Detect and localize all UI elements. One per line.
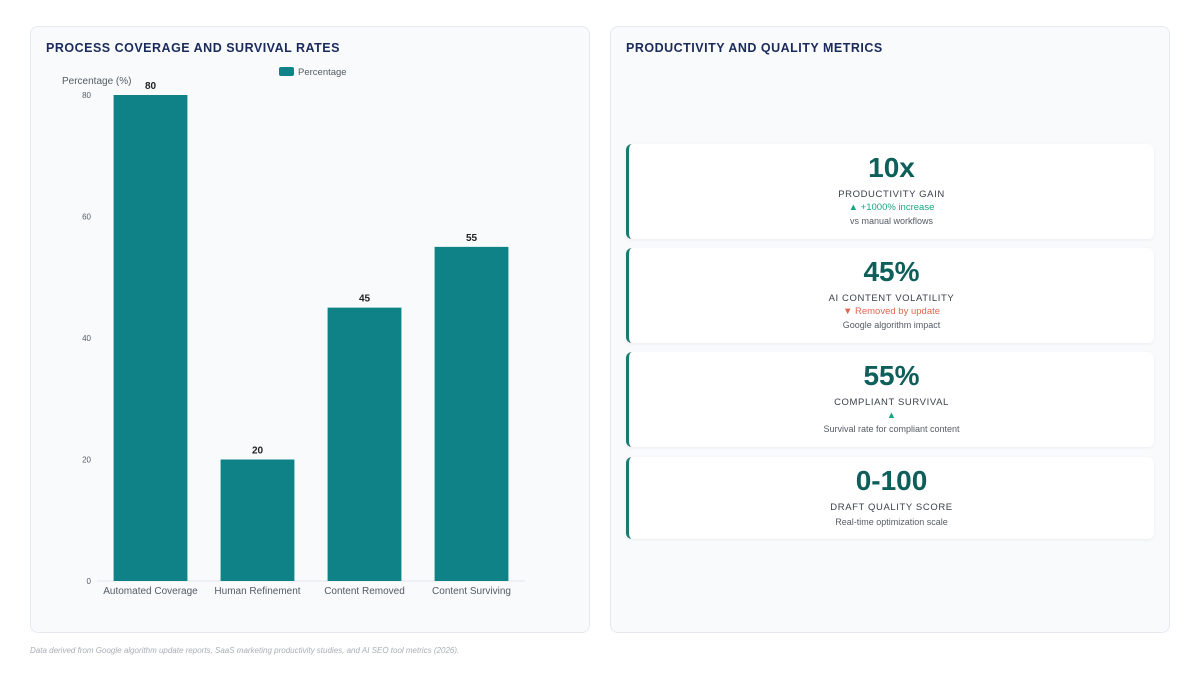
x-tick-label: Content Surviving — [432, 586, 511, 597]
metric-label: PRODUCTIVITY GAIN — [838, 189, 945, 200]
metric-note: Google algorithm impact — [842, 320, 941, 330]
bar — [220, 459, 295, 581]
bar-value-label: 55 — [466, 233, 478, 244]
metric-label: DRAFT QUALITY SCORE — [830, 502, 953, 513]
bar — [327, 307, 402, 581]
metric-note: Real-time optimization scale — [835, 517, 948, 527]
y-tick-label: 40 — [82, 334, 91, 343]
bar — [434, 246, 509, 581]
chart-panel-title: PROCESS COVERAGE AND SURVIVAL RATES — [46, 41, 340, 55]
metric-value: 10x — [868, 152, 915, 183]
y-tick-label: 60 — [82, 213, 91, 222]
metric-card-quality: 0-100 DRAFT QUALITY SCORE Real-time opti… — [626, 457, 1154, 539]
bar-value-label: 20 — [252, 446, 264, 457]
metric-value: 55% — [863, 360, 920, 391]
metric-card-productivity: 10x PRODUCTIVITY GAIN ▲ +1000% increase … — [626, 144, 1154, 239]
metric-card-volatility: 45% AI CONTENT VOLATILITY ▼ Removed by u… — [626, 248, 1154, 343]
legend-label: Percentage — [298, 67, 347, 78]
metric-value: 0-100 — [855, 465, 928, 496]
y-tick-label: 20 — [82, 456, 91, 465]
metric-label: AI CONTENT VOLATILITY — [828, 293, 955, 304]
metric-note: Survival rate for compliant content — [823, 424, 960, 434]
metric-trend: ▲ +1000% increase — [848, 202, 935, 213]
metrics-panel-title: PRODUCTIVITY AND QUALITY METRICS — [626, 41, 883, 55]
bar-chart: Percentage (%) Percentage 0 20 40 60 80 80 Autom… — [62, 67, 525, 597]
metrics-panel: PRODUCTIVITY AND QUALITY METRICS 10x PRO… — [610, 26, 1170, 633]
metric-trend: ▲ — [886, 410, 897, 421]
metric-value: 45% — [863, 256, 920, 287]
y-tick-label: 80 — [82, 91, 91, 100]
x-tick-label: Content Removed — [324, 586, 405, 597]
bar-value-label: 80 — [145, 81, 157, 92]
source-footnote: Data derived from Google algorithm updat… — [30, 646, 460, 655]
metric-label: COMPLIANT SURVIVAL — [834, 397, 949, 408]
x-tick-label: Human Refinement — [214, 586, 300, 597]
legend-swatch — [279, 67, 294, 76]
metric-note: vs manual workflows — [849, 216, 934, 226]
y-tick-label: 0 — [87, 577, 92, 586]
metric-trend: ▼ Removed by update — [842, 306, 941, 317]
x-tick-label: Automated Coverage — [103, 586, 198, 597]
y-axis-title: Percentage (%) — [62, 76, 131, 87]
bar — [113, 95, 188, 581]
chart-panel: PROCESS COVERAGE AND SURVIVAL RATES Perc… — [30, 26, 590, 633]
bar-value-label: 45 — [359, 294, 371, 305]
metric-card-survival: 55% COMPLIANT SURVIVAL ▲ Survival rate f… — [626, 352, 1154, 447]
